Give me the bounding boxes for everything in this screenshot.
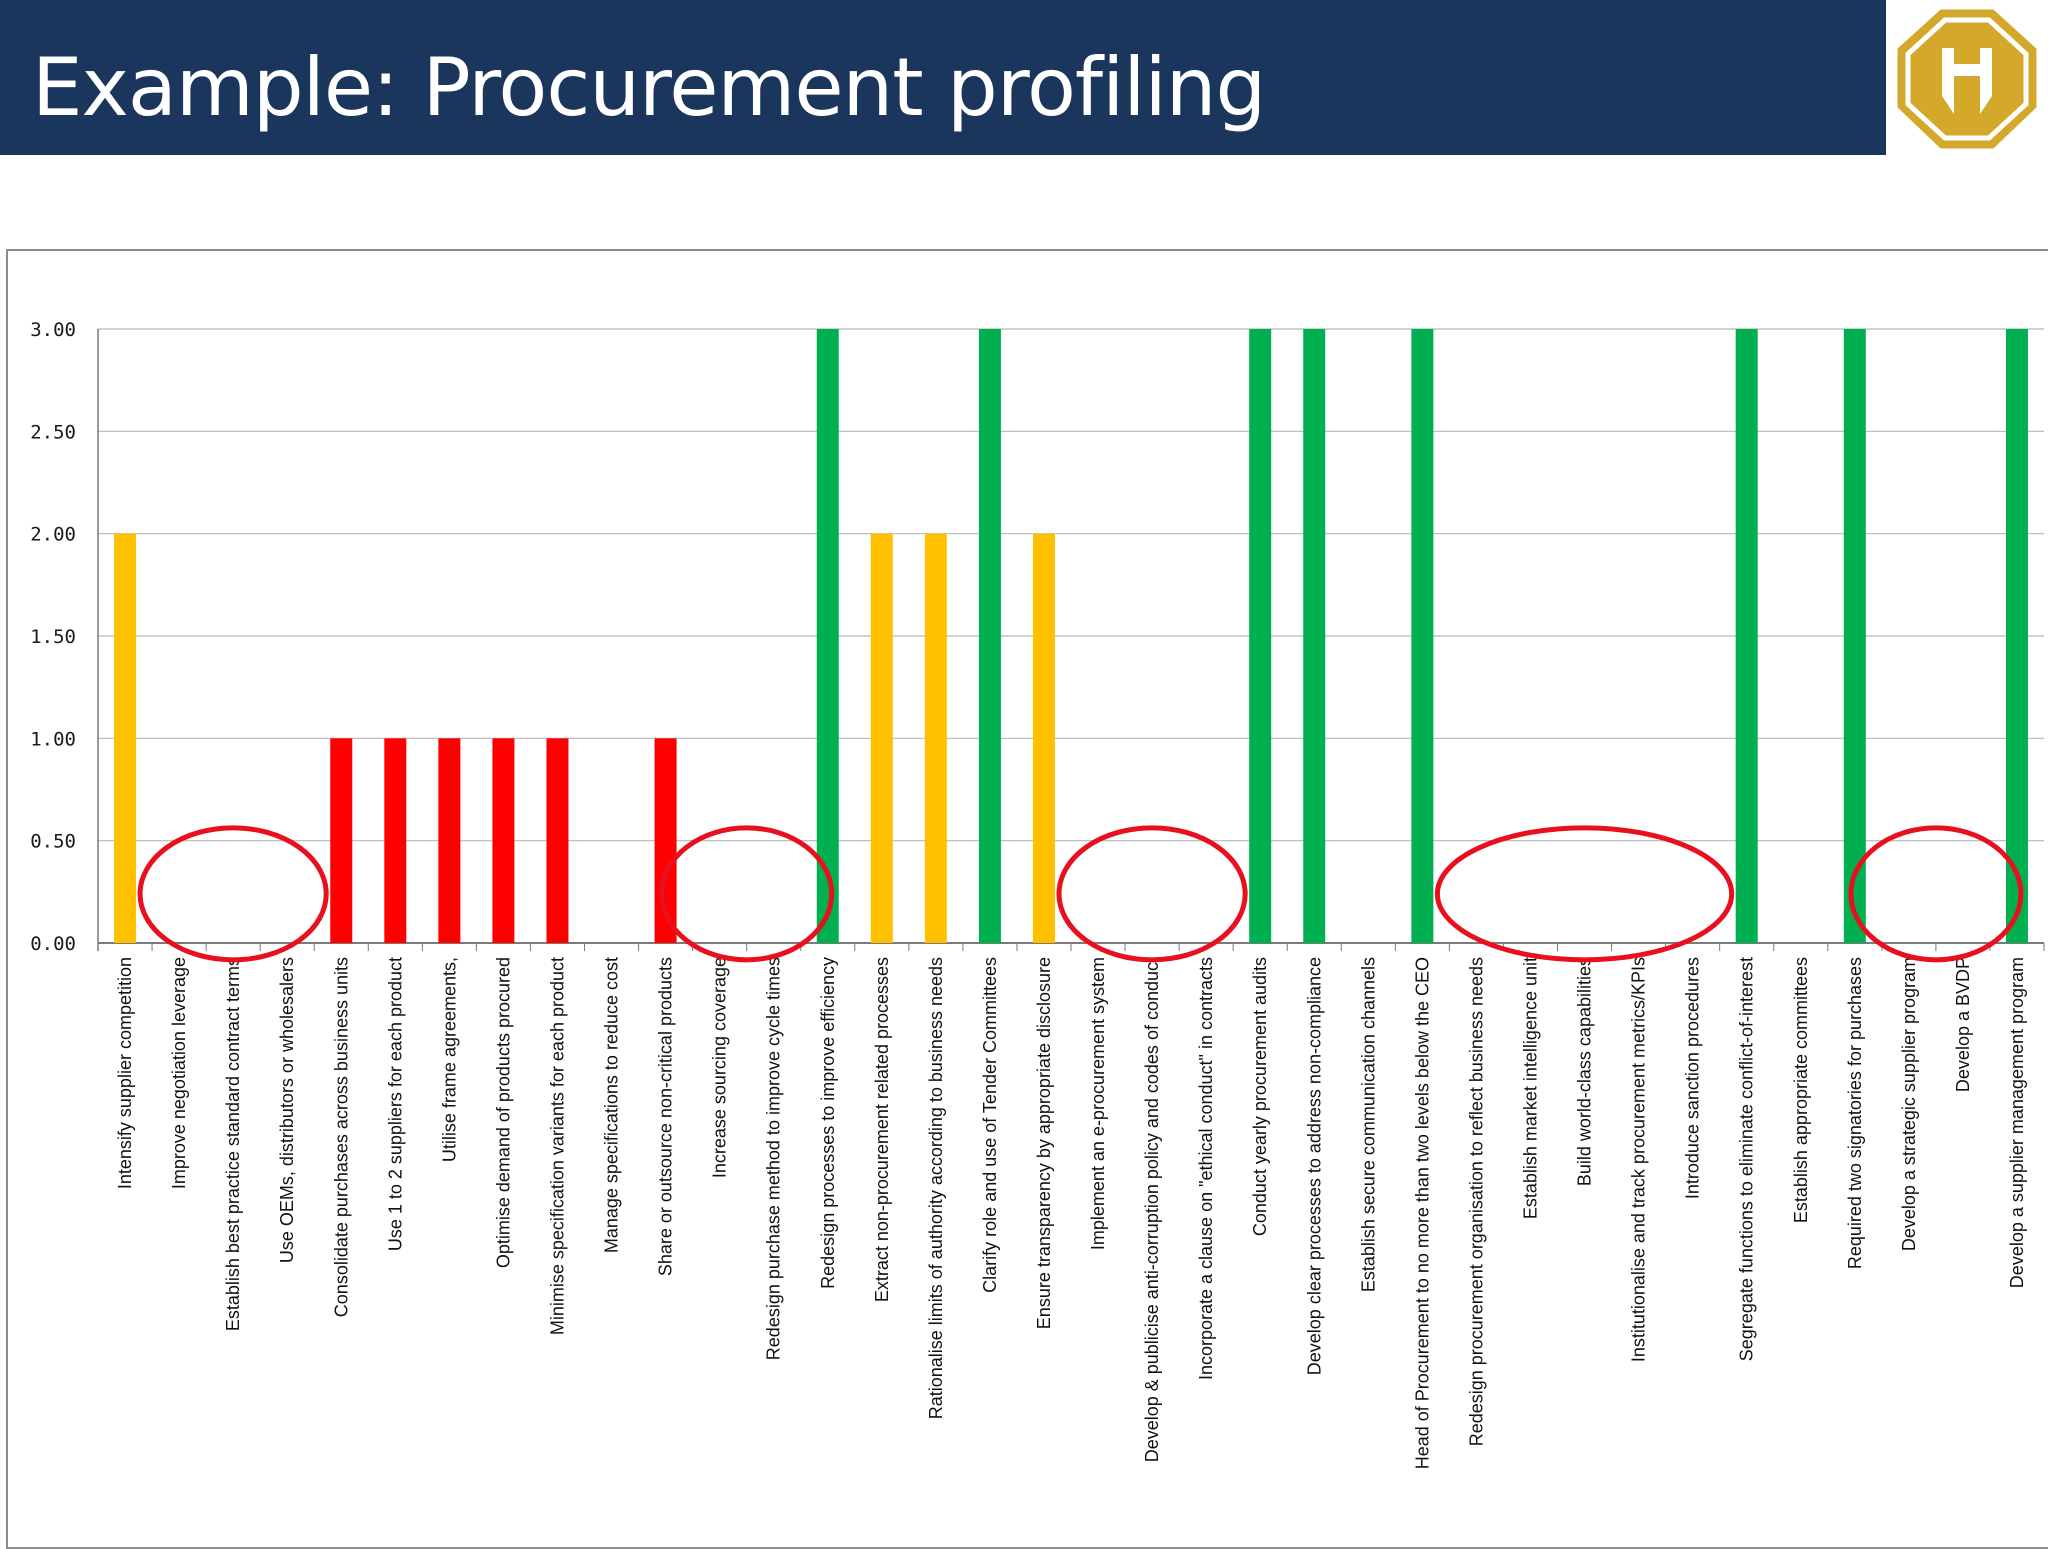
category-label: Extract non-procurement related processe… xyxy=(872,957,892,1302)
bar xyxy=(978,329,1001,943)
bar xyxy=(384,738,407,943)
category-label: Intensify supplier competition xyxy=(115,957,135,1189)
highlight-circle xyxy=(1434,825,1735,963)
bar xyxy=(492,738,515,943)
bar xyxy=(114,533,137,943)
logo-octagon-inner xyxy=(1905,17,2029,141)
bar xyxy=(1735,329,1758,943)
bar xyxy=(438,738,461,943)
category-label: Establish best practice standard contrac… xyxy=(223,957,243,1331)
category-label: Establish appropriate committees xyxy=(1791,957,1811,1223)
category-label: Share or outsource non-critical products xyxy=(656,957,676,1276)
highlight-circle xyxy=(1056,825,1248,963)
category-label: Build world-class capabilities xyxy=(1575,957,1595,1186)
bar xyxy=(330,738,353,943)
y-tick-label: 0.00 xyxy=(30,933,76,955)
category-label: Redesign processes to improve efficiency xyxy=(818,957,838,1289)
category-label: Redesign purchase method to improve cycl… xyxy=(764,957,784,1360)
category-label: Required two signatories for purchases xyxy=(1845,957,1865,1269)
category-label: Introduce sanction procedures xyxy=(1683,957,1703,1199)
category-label: Develop a supplier management program xyxy=(2007,957,2027,1288)
category-label: Use 1 to 2 suppliers for each product xyxy=(385,957,405,1251)
highlight-circle xyxy=(137,825,329,963)
bar xyxy=(1249,329,1272,943)
highlight-circle xyxy=(1848,825,2024,963)
bar xyxy=(816,329,839,943)
category-label: Institutionalise and track procurement m… xyxy=(1629,957,1649,1362)
category-label: Improve negotiation leverage xyxy=(169,957,189,1189)
logo-emblem xyxy=(1942,48,1992,114)
category-label: Conduct yearly procurement audits xyxy=(1250,957,1270,1236)
category-label: Consolidate purchases across business un… xyxy=(331,957,351,1317)
category-label: Clarify role and use of Tender Committee… xyxy=(980,957,1000,1293)
category-label: Develop & publicise anti-corruption poli… xyxy=(1142,957,1162,1462)
bar xyxy=(924,533,947,943)
category-label: Manage specifications to reduce cost xyxy=(602,957,622,1253)
y-tick-label: 1.00 xyxy=(30,728,76,750)
bar xyxy=(546,738,569,943)
category-label: Establish market intelligence unit xyxy=(1520,957,1540,1219)
category-label: Segregate functions to eliminate conflic… xyxy=(1737,957,1757,1361)
category-label: Increase sourcing coverage xyxy=(710,957,730,1178)
company-logo xyxy=(1894,6,2040,152)
y-tick-label: 3.00 xyxy=(30,319,76,341)
logo-octagon-outer xyxy=(1894,6,2040,152)
category-label: Develop clear processes to address non-c… xyxy=(1304,957,1324,1375)
highlight-circle xyxy=(659,825,835,963)
bar xyxy=(1032,533,1055,943)
category-label: Ensure transparency by appropriate discl… xyxy=(1034,957,1054,1329)
bar xyxy=(870,533,893,943)
category-label: Rationalise limits of authority accordin… xyxy=(926,957,946,1419)
bar xyxy=(1843,329,1866,943)
category-label: Use OEMs, distributors or wholesalers xyxy=(277,957,297,1263)
category-label: Implement an e-procurement system xyxy=(1088,957,1108,1250)
category-label: Utilise frame agreements, xyxy=(439,957,459,1162)
category-label: Incorporate a clause on "ethical conduct… xyxy=(1196,957,1216,1380)
category-label: Optimise demand of products procured xyxy=(493,957,513,1268)
y-tick-label: 1.50 xyxy=(30,626,76,648)
category-label: Establish secure communication channels xyxy=(1358,957,1378,1292)
category-label: Redesign procurement organisation to ref… xyxy=(1466,957,1486,1446)
bar xyxy=(1411,329,1434,943)
category-label: Head of Procurement to no more than two … xyxy=(1412,957,1432,1469)
y-tick-label: 2.50 xyxy=(30,421,76,443)
category-label: Minimise specification variants for each… xyxy=(547,957,567,1335)
y-tick-label: 2.00 xyxy=(30,524,76,546)
bar xyxy=(2005,329,2028,943)
category-label: Develop a BVDP xyxy=(1953,957,1973,1092)
title-bar: Example: Procurement profiling xyxy=(0,0,1886,155)
bar xyxy=(1303,329,1326,943)
y-tick-label: 0.50 xyxy=(30,831,76,853)
slide-title: Example: Procurement profiling xyxy=(32,41,1266,134)
category-label: Develop a strategic supplier program xyxy=(1899,957,1919,1251)
